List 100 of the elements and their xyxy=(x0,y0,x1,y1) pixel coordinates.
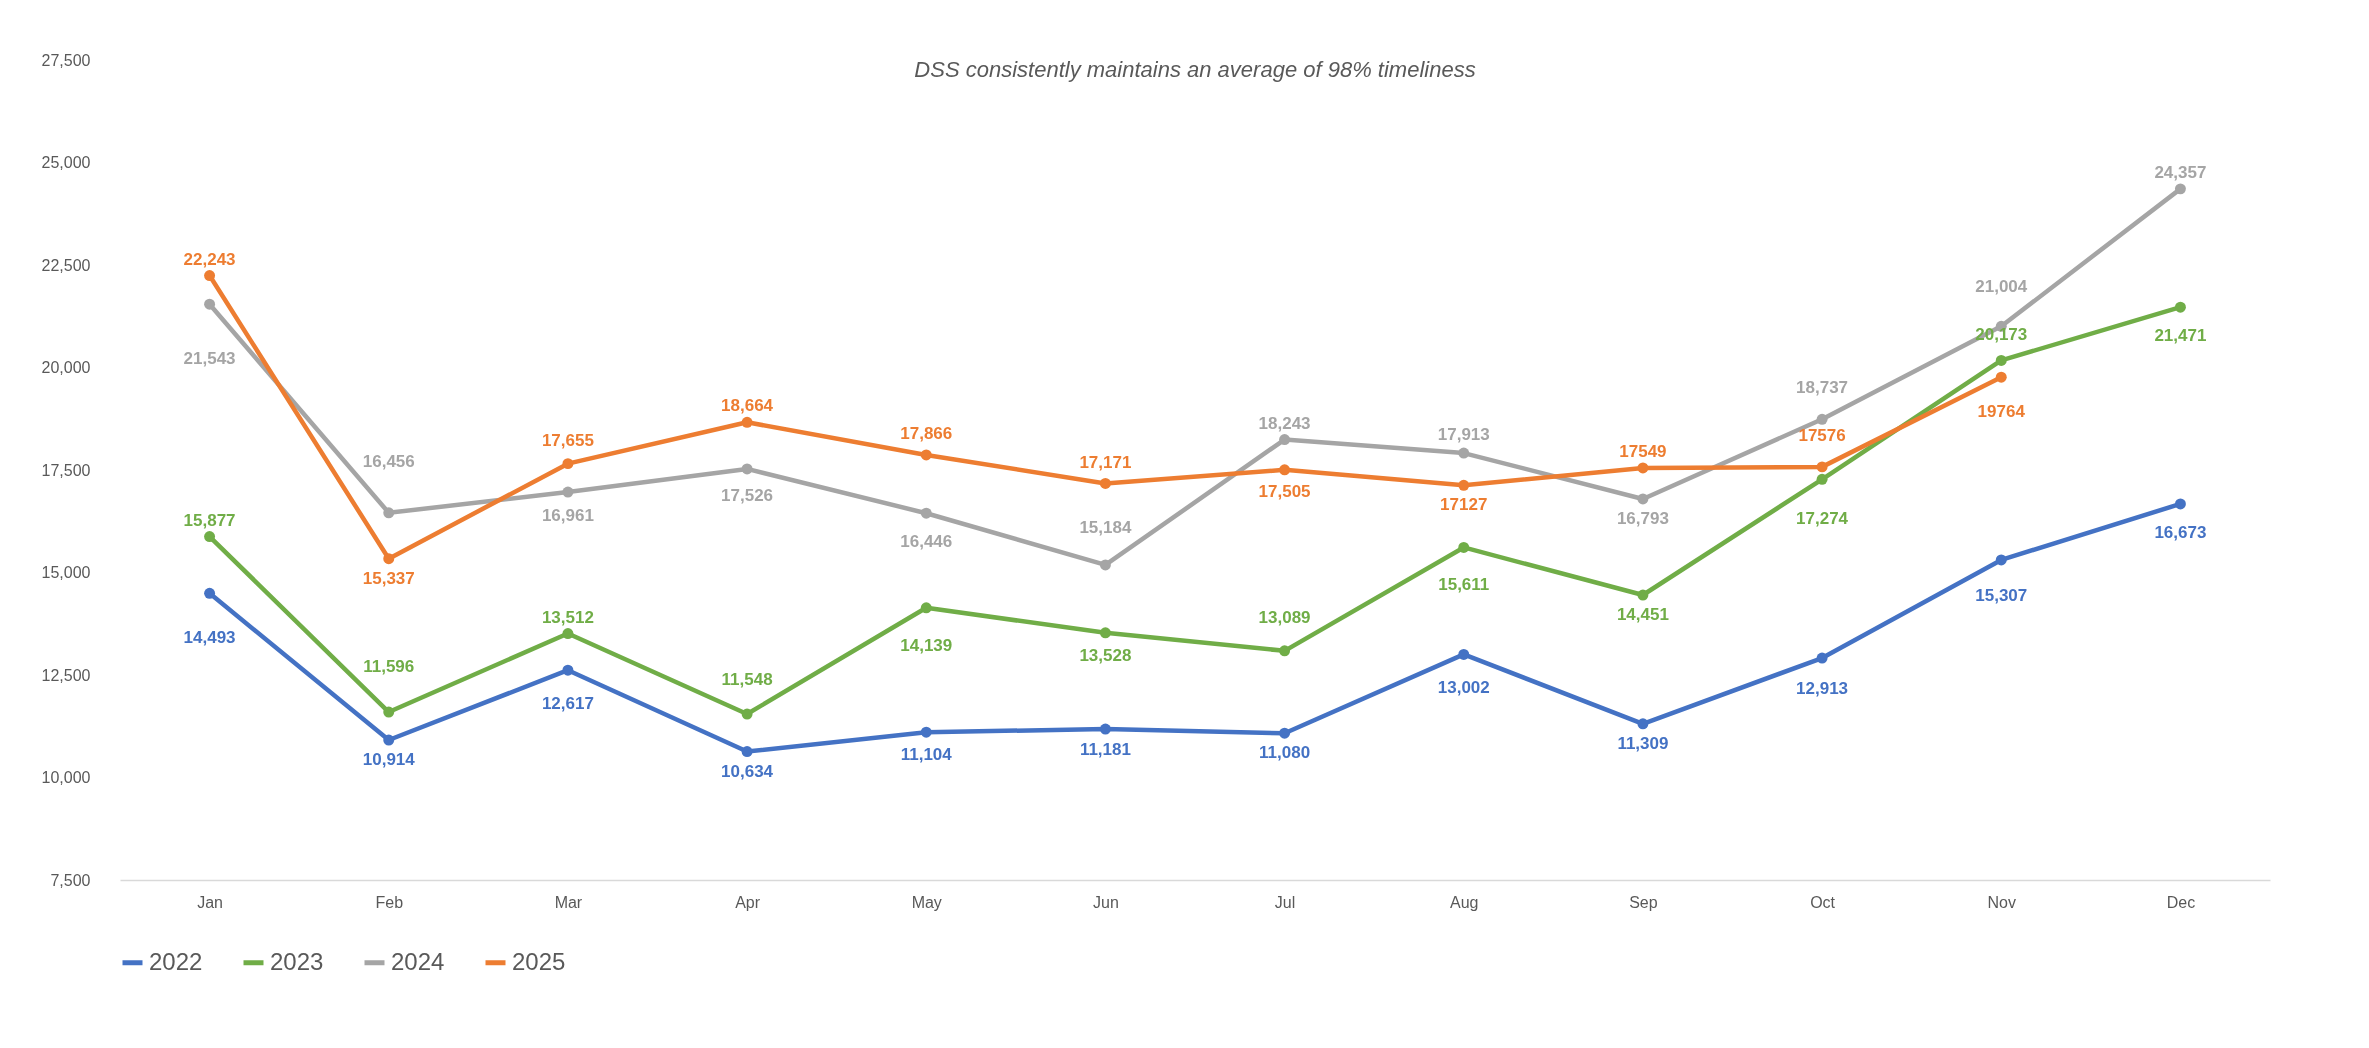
data-label: 17,866 xyxy=(900,423,953,443)
point xyxy=(1099,478,1111,489)
point xyxy=(1637,589,1649,601)
data-label: 17,655 xyxy=(541,430,594,450)
x-tick-label: Sep xyxy=(1629,893,1658,911)
data-label: 15,184 xyxy=(1079,517,1132,537)
point xyxy=(1816,652,1828,664)
data-label: 17,171 xyxy=(1079,452,1132,472)
data-label: 11,596 xyxy=(363,656,415,676)
data-label: 13,512 xyxy=(541,607,594,627)
data-label: 13,089 xyxy=(1258,607,1311,627)
point xyxy=(562,458,574,470)
point xyxy=(383,507,395,519)
x-tick-label: Dec xyxy=(2166,893,2196,911)
point xyxy=(1099,723,1111,735)
point xyxy=(1279,727,1291,739)
point xyxy=(204,298,216,310)
point xyxy=(920,449,932,461)
point xyxy=(1458,541,1470,553)
point xyxy=(2174,183,2186,195)
point xyxy=(1995,554,2007,566)
legend-label: 2023 xyxy=(270,947,324,975)
point xyxy=(1637,462,1649,474)
data-label: 14,451 xyxy=(1616,605,1669,625)
point xyxy=(1816,413,1828,425)
data-label: 12,913 xyxy=(1796,679,1849,699)
data-label: 19764 xyxy=(1977,402,2026,422)
point xyxy=(741,746,753,757)
data-label: 11,080 xyxy=(1259,743,1311,763)
point xyxy=(2174,301,2186,313)
data-label: 17127 xyxy=(1440,495,1488,515)
point xyxy=(204,587,216,599)
point xyxy=(1099,627,1111,639)
data-label: 17549 xyxy=(1619,441,1667,461)
data-label: 17,526 xyxy=(721,486,774,506)
y-tick-label: 25,000 xyxy=(41,154,91,171)
x-tick-label: Jun xyxy=(1093,893,1119,911)
data-label: 16,673 xyxy=(2154,523,2207,543)
data-label: 17,505 xyxy=(1258,482,1311,502)
point xyxy=(562,664,574,676)
data-label: 17,274 xyxy=(1796,508,1849,528)
point xyxy=(1637,493,1649,505)
point xyxy=(204,531,216,543)
point xyxy=(383,553,395,565)
data-label: 10,914 xyxy=(362,750,416,770)
data-label: 18,243 xyxy=(1258,413,1311,433)
point xyxy=(562,628,574,639)
data-label: 15,611 xyxy=(1438,574,1490,594)
legend-label: 2022 xyxy=(149,947,203,975)
data-label: 16,456 xyxy=(362,451,415,471)
point xyxy=(2174,498,2186,510)
point xyxy=(741,463,753,475)
y-tick-label: 22,500 xyxy=(41,256,91,274)
data-label: 21,471 xyxy=(2154,326,2207,346)
legend-label: 2025 xyxy=(512,947,566,975)
data-label: 15,307 xyxy=(1975,586,2028,606)
point xyxy=(1458,479,1470,491)
y-tick-label: 10,000 xyxy=(41,769,91,786)
x-tick-label: Jan xyxy=(197,893,223,911)
point xyxy=(383,734,395,746)
y-tick-label: 17,500 xyxy=(41,461,91,479)
data-label: 13,002 xyxy=(1437,677,1490,697)
data-label: 21,004 xyxy=(1975,277,2028,297)
point xyxy=(1458,447,1470,459)
data-label: 21,543 xyxy=(183,349,236,369)
x-tick-label: Jul xyxy=(1274,893,1296,911)
point xyxy=(1816,473,1828,485)
data-label: 11,548 xyxy=(721,670,773,690)
point xyxy=(1995,354,2007,366)
x-tick-label: Mar xyxy=(554,893,583,911)
x-tick-label: Aug xyxy=(1450,893,1479,911)
data-label: 11,104 xyxy=(900,745,953,765)
data-label: 16,793 xyxy=(1616,508,1669,528)
data-label: 15,877 xyxy=(183,510,236,530)
x-tick-label: Feb xyxy=(375,893,404,911)
data-label: 16,961 xyxy=(541,505,594,525)
data-label: 16,446 xyxy=(900,531,953,551)
point xyxy=(204,270,216,281)
point xyxy=(1279,464,1291,476)
data-label: 10,634 xyxy=(721,761,774,781)
data-label: 17,913 xyxy=(1437,424,1490,444)
y-tick-label: 20,000 xyxy=(41,359,91,376)
data-label: 15,337 xyxy=(362,568,415,588)
data-label: 11,309 xyxy=(1617,733,1669,753)
point xyxy=(1995,371,2007,383)
point xyxy=(920,602,932,614)
y-tick-label: 27,500 xyxy=(41,51,91,69)
data-label: 18,737 xyxy=(1796,377,1849,397)
point xyxy=(562,486,574,498)
y-tick-label: 12,500 xyxy=(41,666,91,684)
data-label: 24,357 xyxy=(2154,162,2207,182)
data-label: 17576 xyxy=(1798,425,1846,445)
x-tick-label: Nov xyxy=(1987,893,2016,911)
data-label: 11,181 xyxy=(1079,739,1131,759)
chart-title: DSS consistently maintains an average of 98% timeliness xyxy=(914,57,1476,82)
point xyxy=(920,507,932,519)
point xyxy=(383,706,395,718)
point xyxy=(1099,559,1111,571)
point xyxy=(1816,461,1828,473)
y-tick-label: 7,500 xyxy=(50,871,91,889)
